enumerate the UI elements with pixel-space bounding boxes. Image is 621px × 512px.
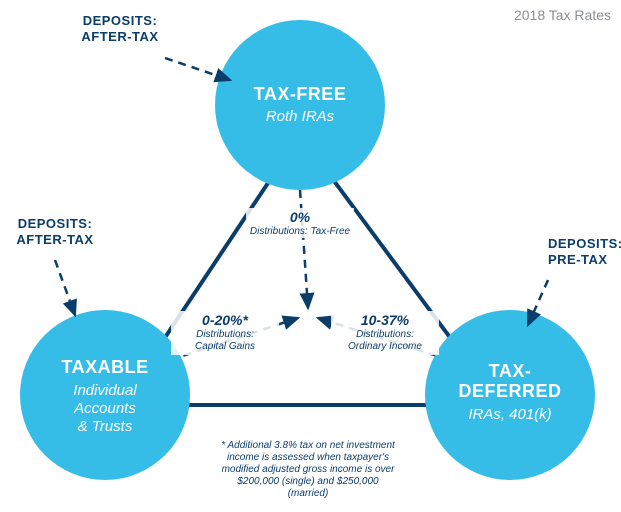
node-top-subtitle: Roth IRAs [266, 108, 335, 125]
footnote-l2: income is assessed when taxpayer's [227, 452, 389, 463]
deposit-label-top-l2: AFTER-TAX [81, 29, 158, 44]
deposit-label-right-l1: DEPOSITS: [548, 236, 621, 251]
node-left-sub-l1: Individual [73, 382, 137, 399]
footnote-l4: $200,000 (single) and $250,000 [236, 476, 379, 487]
deposit-label-top-l1: DEPOSITS: [83, 13, 158, 28]
deposit-arrow-top [165, 58, 230, 80]
footnote-l1: * Additional 3.8% tax on net investment [221, 440, 396, 451]
node-right-title-l2: DEFERRED [458, 381, 561, 401]
dist-desc-left-l1: Distributions: [196, 329, 254, 340]
header-rates-note: 2018 Tax Rates [514, 7, 611, 23]
node-top: TAX-FREE Roth IRAs [215, 20, 385, 190]
node-left-sub-l2: Accounts [73, 400, 136, 417]
dist-rate-top: 0% [290, 209, 311, 225]
node-left: TAXABLE IndividualAccounts& Trusts [20, 310, 190, 480]
deposit-label-right-l2: PRE-TAX [548, 252, 608, 267]
distribution-arrow-top [300, 190, 308, 308]
footnote-l3: modified adjusted gross income is over [222, 464, 396, 475]
dist-rate-right: 10-37% [361, 312, 410, 328]
dist-desc-right-l2: Ordinary Income [348, 341, 422, 352]
node-top-title: TAX-FREE [254, 84, 347, 104]
dist-desc-right-l1: Distributions: [356, 329, 414, 340]
deposit-arrow-left [55, 260, 75, 315]
node-left-sub-l3: & Trusts [78, 418, 133, 435]
footnote-l5: (married) [288, 488, 329, 499]
node-right-title-l1: TAX- [489, 361, 532, 381]
deposit-label-left-l2: AFTER-TAX [16, 232, 93, 247]
dist-rate-left: 0-20%* [202, 312, 248, 328]
dist-desc-top: Distributions: Tax-Free [250, 226, 351, 237]
deposit-label-left-l1: DEPOSITS: [18, 216, 93, 231]
diagram-stage: 2018 Tax Rates TAX-FREE Roth IRAs TAXABLE In… [0, 0, 621, 512]
node-right-subtitle: IRAs, 401(k) [468, 406, 551, 423]
node-left-title: TAXABLE [61, 357, 148, 377]
node-right: TAX-DEFERRED IRAs, 401(k) [425, 310, 595, 480]
dist-desc-left-l2: Capital Gains [195, 341, 255, 352]
